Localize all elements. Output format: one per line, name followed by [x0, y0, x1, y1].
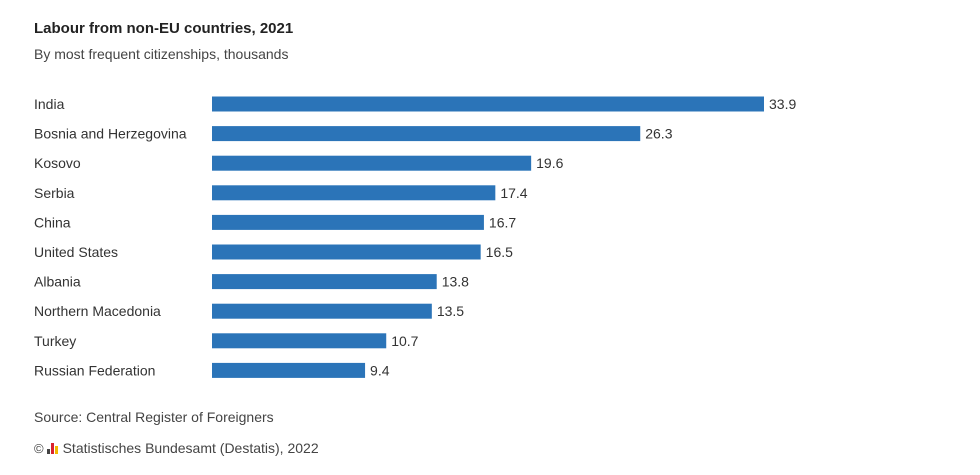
category-label: Turkey: [34, 333, 76, 349]
value-label: 26.3: [645, 126, 672, 142]
chart-title: Labour from non-EU countries, 2021: [34, 20, 294, 37]
credit-text: Statistisches Bundesamt (Destatis), 2022: [62, 440, 319, 456]
category-label: Northern Macedonia: [34, 303, 161, 319]
bar: [212, 214, 484, 230]
bar: [212, 303, 432, 319]
category-label: China: [34, 214, 71, 230]
value-label: 33.9: [769, 96, 796, 112]
bar: [212, 96, 764, 112]
bar: [212, 274, 437, 290]
value-label: 9.4: [370, 362, 390, 378]
bar: [212, 244, 481, 260]
bar: [212, 126, 641, 142]
chart-subtitle: By most frequent citizenships, thousands: [34, 46, 289, 62]
value-label: 17.4: [500, 185, 527, 201]
category-label: Russian Federation: [34, 362, 155, 378]
bar: [212, 362, 366, 378]
copyright-icon: ©: [34, 440, 44, 456]
bar: [212, 333, 387, 349]
value-label: 10.7: [391, 333, 418, 349]
value-label: 13.5: [437, 303, 464, 319]
category-label: United States: [34, 244, 118, 260]
source-note: Source: Central Register of Foreigners: [34, 409, 274, 425]
credit-line: © Statistisches Bundesamt (Destatis), 20…: [34, 440, 319, 456]
category-label: Kosovo: [34, 155, 81, 171]
category-label: India: [34, 96, 65, 112]
destatis-logo-icon: [46, 442, 58, 454]
value-label: 16.7: [489, 214, 516, 230]
category-label: Albania: [34, 274, 81, 290]
value-label: 16.5: [486, 244, 513, 260]
value-label: 13.8: [442, 274, 469, 290]
category-label: Serbia: [34, 185, 75, 201]
value-label: 19.6: [536, 155, 563, 171]
bar: [212, 155, 532, 171]
bar: [212, 185, 496, 201]
category-label: Bosnia and Herzegovina: [34, 126, 187, 142]
